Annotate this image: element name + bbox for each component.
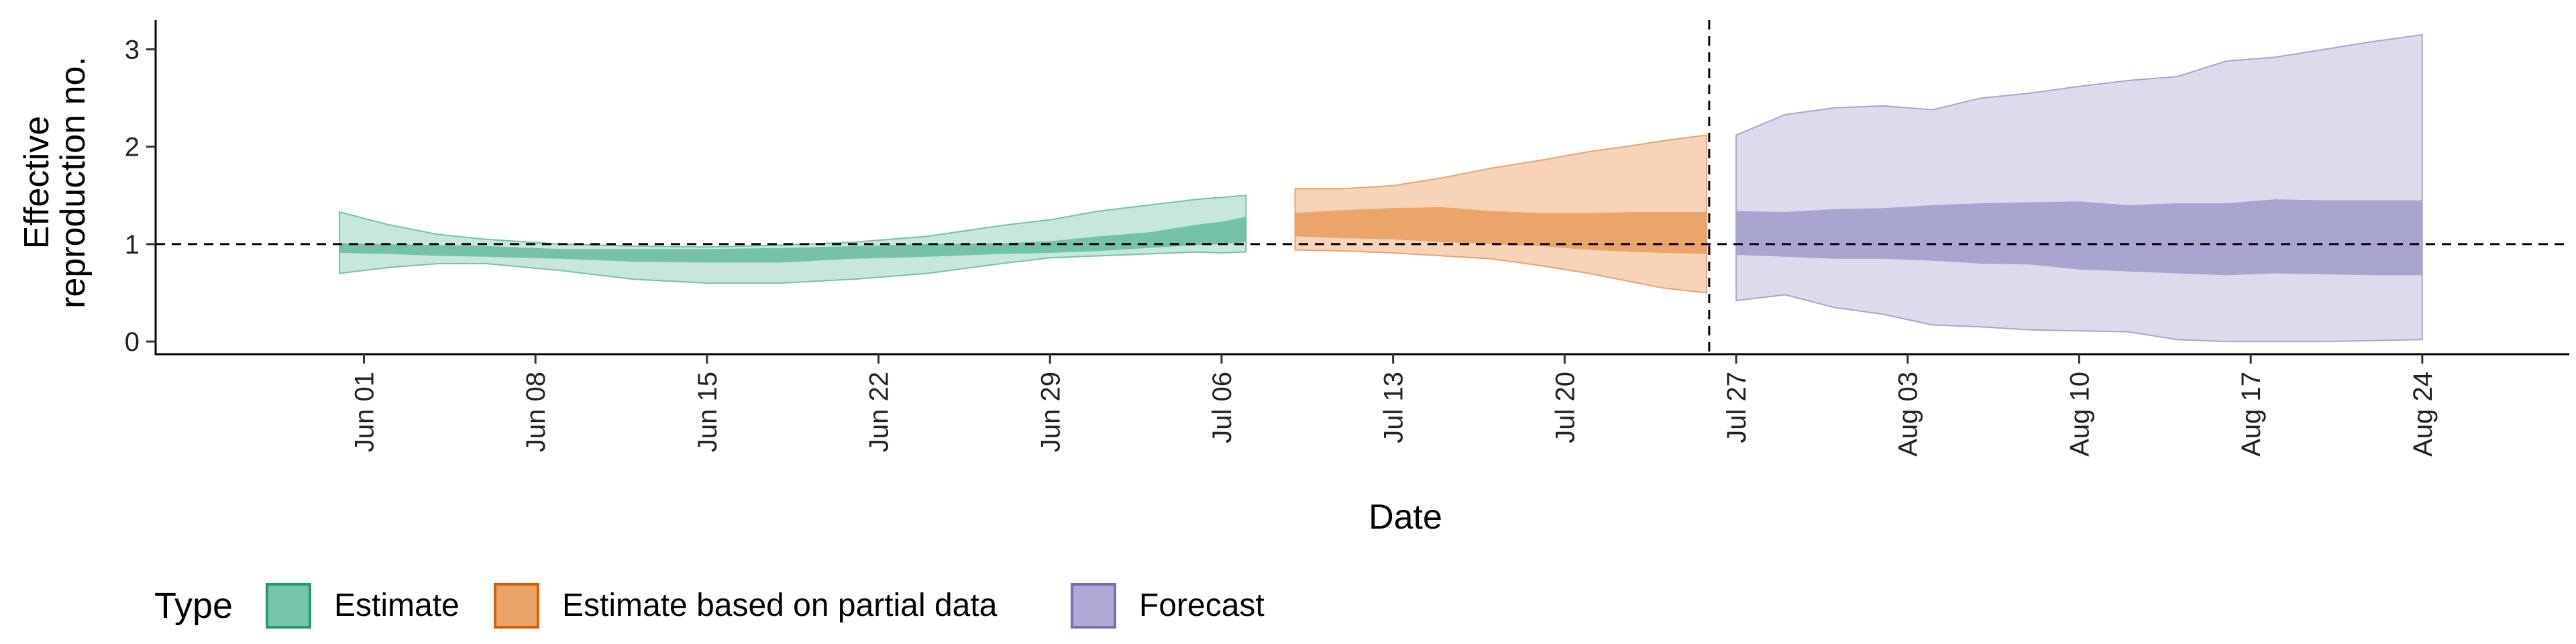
x-tick-label: Jul 20 [1550,372,1580,443]
x-tick-label: Jun 15 [693,372,722,452]
legend-title: Type [154,586,233,626]
x-tick-label: Jul 06 [1208,372,1237,443]
x-tick-label: Aug 17 [2237,372,2266,457]
band-90-forecast [1735,34,2423,343]
band-50-estimate-based-on-partial-data [1295,207,1707,254]
legend-items: Estimate Estimate based on partial data Fo… [266,583,1265,629]
x-tick-label: Jun 08 [521,372,551,452]
band-50-forecast [1736,199,2422,276]
series-forecast [1735,34,2423,343]
series-bands [339,34,2423,343]
series-estimate-based-on-partial-data [1294,134,1708,294]
band-90-estimate [339,195,1247,284]
series-estimate [339,195,1247,284]
plot-panel: 0 1 2 3 Jun 01 Jun 08 Jun 15 Jun 22 Jun 29 Jul 0… [125,20,2569,457]
legend: Type Estimate Estimate based on partial d… [154,583,1265,629]
legend-label: Forecast [1139,588,1265,623]
x-tick-label: Jun 01 [350,372,379,452]
band-50-estimate [339,217,1246,263]
x-axis-title: Date [1368,498,1442,537]
legend-swatch [266,583,311,629]
legend-label: Estimate based on partial data [562,588,998,623]
y-tick-label: 1 [125,230,140,260]
x-tick-label: Jul 27 [1722,372,1752,443]
y-axis-ticks: 0 1 2 3 [125,36,156,357]
x-tick-label: Aug 03 [1894,372,1923,457]
y-tick-label: 3 [125,36,140,65]
reference-lines [156,20,2569,354]
x-axis-ticks: Jun 01 Jun 08 Jun 15 Jun 22 Jun 29 Jul 06 Jul … [350,354,2438,457]
y-axis-title-line-1: Effective [17,116,56,249]
legend-swatch [494,583,539,629]
y-tick-label: 2 [125,133,140,162]
x-tick-label: Aug 24 [2408,372,2438,457]
legend-label: Estimate [334,588,460,623]
legend-item-forecast: Forecast [1071,583,1265,629]
x-tick-label: Jul 13 [1379,372,1409,443]
x-tick-label: Jun 29 [1036,372,1065,452]
legend-swatch [1071,583,1116,629]
x-tick-label: Aug 10 [2065,372,2094,457]
legend-item-estimate: Estimate [266,583,460,629]
legend-item-estimate-based-on-partial-data: Estimate based on partial data [494,583,998,629]
y-tick-label: 0 [125,327,140,357]
x-tick-label: Jun 22 [865,372,894,452]
y-axis-title: Effective reproduction no. [17,56,93,309]
axes [154,20,2569,356]
y-axis-title-line-2: reproduction no. [54,56,93,309]
